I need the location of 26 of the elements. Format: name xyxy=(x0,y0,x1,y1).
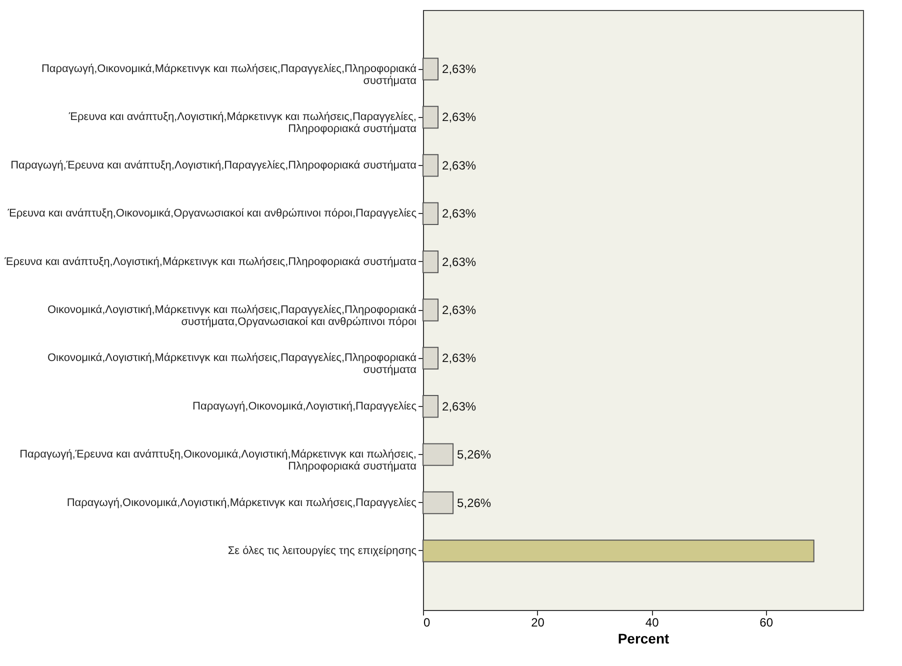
y-tick-label: Παραγωγή,Έρευνα και ανάπτυξη,Λογιστική,Παραγγελίες,Πληροφοριακά συστήματα xyxy=(10,159,418,172)
x-tick-label: 20 xyxy=(531,616,545,630)
x-tick-label: 40 xyxy=(645,616,660,630)
y-tick-label: Παραγωγή,Οικονομικά,Μάρκετινγκ και πωλήσεις,Παραγγελίες,Πληροφοριακά συστήματα xyxy=(41,63,418,88)
data-label: 5,26% xyxy=(457,496,492,510)
data-label: 2,63% xyxy=(442,254,476,269)
data-label: 2,63% xyxy=(442,351,476,366)
y-tick-label: Παραγωγή,Οικονομικά,Λογιστική,Παραγγελίες xyxy=(192,400,416,412)
data-label: 2,63% xyxy=(442,206,476,221)
y-tick-label: Παραγωγή,Οικονομικά,Λογιστική,Μάρκετινγκ και πωλήσεις,Παραγγελίες xyxy=(66,496,416,509)
data-label: 2,63% xyxy=(442,399,476,414)
data-label: 2,63% xyxy=(442,110,476,124)
data-label: 2,63% xyxy=(442,62,476,76)
x-axis-title: Percent xyxy=(618,630,670,646)
y-tick-label: Έρευνα και ανάπτυξη,Λογιστική,Μάρκετινγκ και πωλήσεις,Πληροφοριακά συστήματα xyxy=(4,256,418,268)
data-label: 2,63% xyxy=(442,303,476,317)
y-tick-label: Οικονομικά,Λογιστική,Μάρκετινγκ και πωλήσεις,Παραγγελίες,Πληροφοριακά συστήματα,Οργανωσιακοί και ανθρώπινοι πόροι xyxy=(47,304,418,328)
y-tick-label: Έρευνα και ανάπτυξη,Λογιστική,Μάρκετινγκ και πωλήσεις,Παραγγελίες,Πληροφοριακά συστήματα xyxy=(68,111,418,136)
y-tick-label: Παραγωγή,Έρευνα και ανάπτυξη,Οικονομικά,Λογιστική,Μάρκετινγκ και πωλήσεις,Πληροφοριακά συστήματα xyxy=(20,448,418,473)
x-tick-label: 0 xyxy=(424,616,430,630)
data-label: 5,26% xyxy=(457,448,492,462)
x-tick-label: 60 xyxy=(760,616,774,630)
y-tick-label: Οικονομικά,Λογιστική,Μάρκετινγκ και πωλήσεις,Παραγγελίες,Πληροφοριακά συστήματα xyxy=(47,352,418,376)
y-tick-label: Έρευνα και ανάπτυξη,Οικονομικά,Οργανωσιακοί και ανθρώπινοι πόροι,Παραγγελίες xyxy=(6,208,416,220)
data-label: 2,63% xyxy=(442,158,476,172)
y-tick-label: Σε όλες τις λειτουργίες της επιχείρησης xyxy=(228,544,416,557)
